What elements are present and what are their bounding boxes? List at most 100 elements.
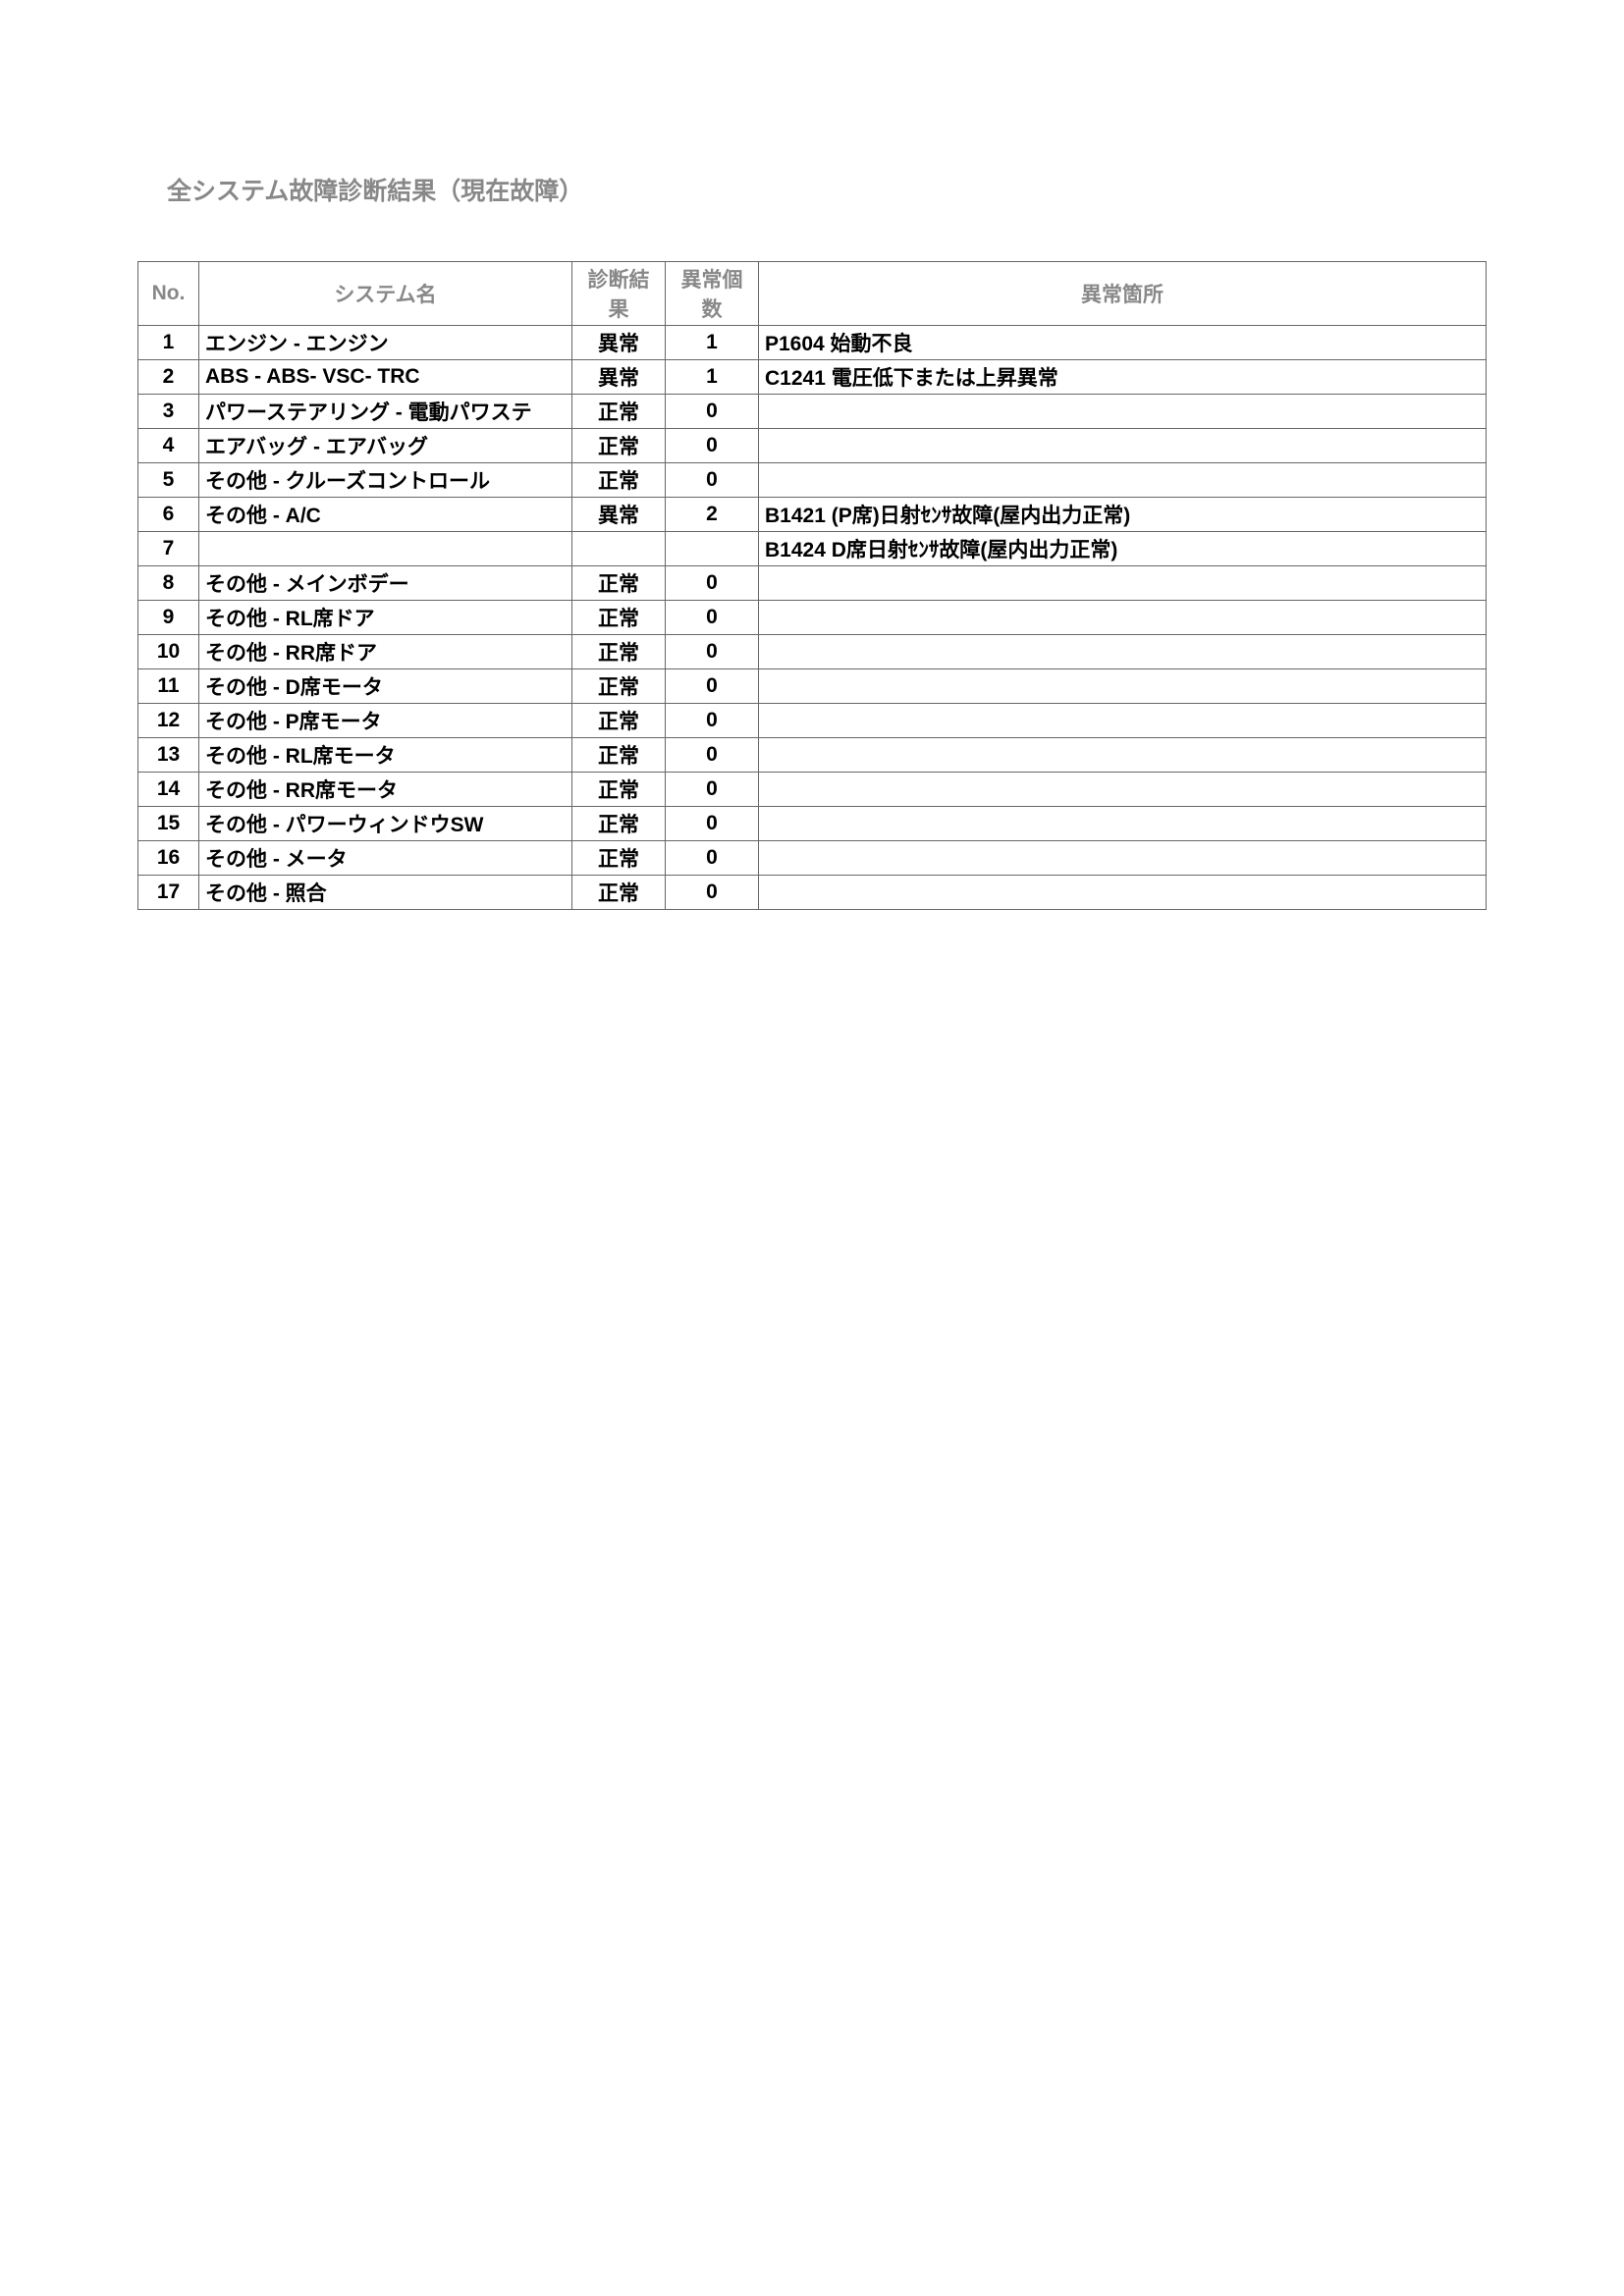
cell-system: その他 - メインボデー xyxy=(199,566,572,601)
cell-system: その他 - クルーズコントロール xyxy=(199,463,572,498)
cell-count: 0 xyxy=(666,807,759,841)
cell-result: 正常 xyxy=(572,601,666,635)
cell-result: 正常 xyxy=(572,841,666,876)
cell-count: 0 xyxy=(666,635,759,669)
cell-system: その他 - パワーウィンドウSW xyxy=(199,807,572,841)
cell-count: 1 xyxy=(666,326,759,360)
cell-system: その他 - RL席モータ xyxy=(199,738,572,773)
cell-system: その他 - メータ xyxy=(199,841,572,876)
cell-result: 正常 xyxy=(572,807,666,841)
table-row: 11その他 - D席モータ正常0 xyxy=(138,669,1487,704)
cell-system: その他 - A/C xyxy=(199,498,572,532)
cell-count: 2 xyxy=(666,498,759,532)
cell-location xyxy=(759,738,1487,773)
cell-location xyxy=(759,395,1487,429)
table-row: 14その他 - RR席モータ正常0 xyxy=(138,773,1487,807)
table-row: 5その他 - クルーズコントロール正常0 xyxy=(138,463,1487,498)
cell-count: 0 xyxy=(666,463,759,498)
cell-location xyxy=(759,566,1487,601)
cell-no: 7 xyxy=(138,532,199,566)
cell-system: その他 - 照合 xyxy=(199,876,572,910)
table-row: 1エンジン - エンジン異常1P1604 始動不良 xyxy=(138,326,1487,360)
cell-no: 13 xyxy=(138,738,199,773)
cell-no: 11 xyxy=(138,669,199,704)
table-row: 6その他 - A/C異常2B1421 (P席)日射ｾﾝｻ故障(屋内出力正常) xyxy=(138,498,1487,532)
cell-count: 0 xyxy=(666,876,759,910)
cell-system: エンジン - エンジン xyxy=(199,326,572,360)
cell-no: 12 xyxy=(138,704,199,738)
header-count: 異常個数 xyxy=(666,262,759,326)
cell-location xyxy=(759,773,1487,807)
diagnostics-table: No. システム名 診断結果 異常個数 異常箇所 1エンジン - エンジン異常1… xyxy=(137,261,1487,910)
cell-count: 0 xyxy=(666,738,759,773)
cell-count: 0 xyxy=(666,566,759,601)
cell-location xyxy=(759,841,1487,876)
table-row: 3パワーステアリング - 電動パワステ正常0 xyxy=(138,395,1487,429)
cell-count: 0 xyxy=(666,669,759,704)
cell-location xyxy=(759,601,1487,635)
cell-no: 10 xyxy=(138,635,199,669)
cell-system xyxy=(199,532,572,566)
table-row: 16その他 - メータ正常0 xyxy=(138,841,1487,876)
cell-count: 0 xyxy=(666,841,759,876)
cell-result: 異常 xyxy=(572,360,666,395)
table-row: 9その他 - RL席ドア正常0 xyxy=(138,601,1487,635)
cell-no: 4 xyxy=(138,429,199,463)
page-title: 全システム故障診断結果（現在故障） xyxy=(137,172,1487,207)
cell-count: 0 xyxy=(666,773,759,807)
header-location: 異常箇所 xyxy=(759,262,1487,326)
cell-count: 1 xyxy=(666,360,759,395)
cell-location: P1604 始動不良 xyxy=(759,326,1487,360)
cell-count: 0 xyxy=(666,429,759,463)
table-row: 12その他 - P席モータ正常0 xyxy=(138,704,1487,738)
cell-count: 0 xyxy=(666,601,759,635)
cell-location: B1421 (P席)日射ｾﾝｻ故障(屋内出力正常) xyxy=(759,498,1487,532)
cell-system: その他 - P席モータ xyxy=(199,704,572,738)
cell-no: 8 xyxy=(138,566,199,601)
cell-system: その他 - RL席ドア xyxy=(199,601,572,635)
cell-result: 正常 xyxy=(572,429,666,463)
cell-location: C1241 電圧低下または上昇異常 xyxy=(759,360,1487,395)
cell-result xyxy=(572,532,666,566)
cell-no: 9 xyxy=(138,601,199,635)
cell-location xyxy=(759,635,1487,669)
cell-system: ABS - ABS- VSC- TRC xyxy=(199,360,572,395)
table-row: 7 B1424 D席日射ｾﾝｻ故障(屋内出力正常) xyxy=(138,532,1487,566)
cell-result: 正常 xyxy=(572,395,666,429)
cell-system: その他 - RR席ドア xyxy=(199,635,572,669)
cell-no: 3 xyxy=(138,395,199,429)
cell-location xyxy=(759,429,1487,463)
table-row: 8その他 - メインボデー正常0 xyxy=(138,566,1487,601)
cell-system: パワーステアリング - 電動パワステ xyxy=(199,395,572,429)
cell-no: 5 xyxy=(138,463,199,498)
cell-location xyxy=(759,463,1487,498)
cell-system: エアバッグ - エアバッグ xyxy=(199,429,572,463)
cell-no: 14 xyxy=(138,773,199,807)
cell-location xyxy=(759,669,1487,704)
cell-count: 0 xyxy=(666,704,759,738)
table-body: 1エンジン - エンジン異常1P1604 始動不良2ABS - ABS- VSC… xyxy=(138,326,1487,910)
cell-result: 正常 xyxy=(572,876,666,910)
cell-system: その他 - D席モータ xyxy=(199,669,572,704)
header-system: システム名 xyxy=(199,262,572,326)
cell-location xyxy=(759,876,1487,910)
cell-result: 正常 xyxy=(572,704,666,738)
cell-count xyxy=(666,532,759,566)
cell-no: 2 xyxy=(138,360,199,395)
cell-no: 15 xyxy=(138,807,199,841)
cell-system: その他 - RR席モータ xyxy=(199,773,572,807)
table-row: 15その他 - パワーウィンドウSW正常0 xyxy=(138,807,1487,841)
table-header-row: No. システム名 診断結果 異常個数 異常箇所 xyxy=(138,262,1487,326)
cell-no: 1 xyxy=(138,326,199,360)
table-row: 10その他 - RR席ドア正常0 xyxy=(138,635,1487,669)
cell-no: 6 xyxy=(138,498,199,532)
cell-location: B1424 D席日射ｾﾝｻ故障(屋内出力正常) xyxy=(759,532,1487,566)
cell-result: 異常 xyxy=(572,326,666,360)
cell-no: 17 xyxy=(138,876,199,910)
table-row: 4エアバッグ - エアバッグ正常0 xyxy=(138,429,1487,463)
cell-no: 16 xyxy=(138,841,199,876)
cell-location xyxy=(759,704,1487,738)
header-result: 診断結果 xyxy=(572,262,666,326)
table-row: 17その他 - 照合正常0 xyxy=(138,876,1487,910)
cell-result: 正常 xyxy=(572,566,666,601)
